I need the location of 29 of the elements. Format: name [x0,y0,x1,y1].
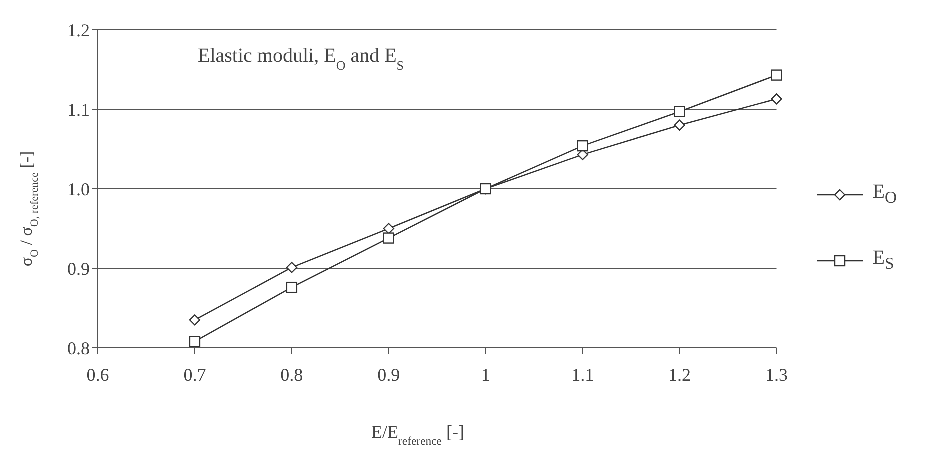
x-tick-label: 0.6 [86,364,110,385]
x-tick-label: 1.2 [668,364,692,385]
point [771,70,782,81]
x-tick-label: 1.1 [572,364,594,385]
x-tick-label: 1 [481,364,490,385]
text: Elastic moduli, E$_{O}$ and E$_{S}$ [198,45,404,72]
point [189,336,201,348]
y-tick-label: 1.1 [68,100,90,120]
point [286,262,298,274]
point [383,223,394,234]
y-tick-label: 0.8 [68,338,90,358]
x-tick-label: 0.9 [378,364,400,385]
point [383,232,394,244]
x-tick-label: 1.3 [766,364,788,385]
y-tick-label: 1.0 [68,179,90,200]
point [480,183,492,195]
x-tick-label: 0.7 [184,364,206,385]
y-tick-label: 1.2 [68,20,90,40]
point [577,140,588,152]
point [286,282,298,294]
y-tick-label: 0.9 [68,258,90,279]
x-axis-title: E/E$_{reference}$ [-] [372,422,464,448]
point [771,94,782,105]
point [674,106,686,118]
legend-label: E$_{O}$ [872,180,897,209]
legend-label: E$_{S}$ [872,246,894,275]
point [189,314,201,326]
x-tick-label: 0.8 [280,364,304,385]
point [674,120,686,131]
